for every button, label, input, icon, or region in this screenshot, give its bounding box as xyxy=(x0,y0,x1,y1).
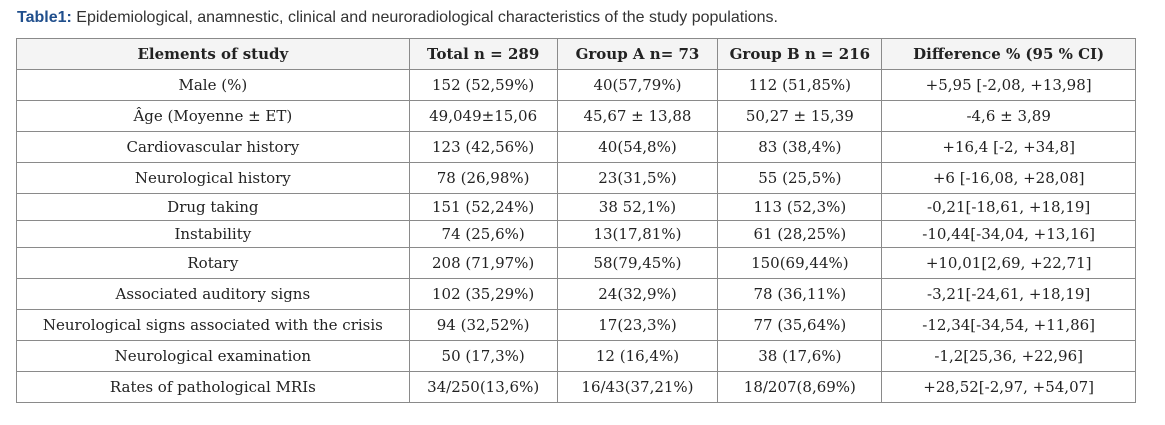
cell-difference: -12,34[-34,54, +11,86] xyxy=(881,309,1136,341)
cell-difference: +6 [-16,08, +28,08] xyxy=(881,162,1136,194)
table-row: Rotary 208 (71,97%) 58(79,45%) 150(69,44… xyxy=(16,247,1136,279)
row-label: Neurological signs associated with the c… xyxy=(16,309,410,341)
cell-group-a: 40(57,79%) xyxy=(556,69,719,101)
cell-difference: -4,6 ± 3,89 xyxy=(881,100,1136,132)
cell-difference: +28,52[-2,97, +54,07] xyxy=(881,371,1136,403)
row-label: Drug taking xyxy=(16,193,410,221)
cell-total: 49,049±15,06 xyxy=(408,100,558,132)
column-header-difference: Difference % (95 % CI) xyxy=(881,38,1136,70)
column-header-group-b: Group B n = 216 xyxy=(717,38,883,70)
cell-total: 94 (32,52%) xyxy=(408,309,558,341)
table-row: Âge (Moyenne ± ET) 49,049±15,06 45,67 ± … xyxy=(16,100,1136,132)
table-row: Instability 74 (25,6%) 13(17,81%) 61 (28… xyxy=(16,220,1136,248)
cell-difference: -3,21[-24,61, +18,19] xyxy=(881,278,1136,310)
cell-group-a: 24(32,9%) xyxy=(556,278,719,310)
table-caption: Table1: Epidemiological, anamnestic, cli… xyxy=(17,9,778,27)
row-label: Associated auditory signs xyxy=(16,278,410,310)
column-header-elements: Elements of study xyxy=(16,38,410,70)
row-label: Rates of pathological MRIs xyxy=(16,371,410,403)
table-caption-text: Epidemiological, anamnestic, clinical an… xyxy=(76,9,778,26)
cell-group-b: 55 (25,5%) xyxy=(717,162,883,194)
cell-group-b: 83 (38,4%) xyxy=(717,131,883,163)
cell-group-a: 23(31,5%) xyxy=(556,162,719,194)
table-header-row: Elements of study Total n = 289 Group A … xyxy=(16,38,1136,70)
row-label: Male (%) xyxy=(16,69,410,101)
cell-total: 208 (71,97%) xyxy=(408,247,558,279)
cell-group-a: 58(79,45%) xyxy=(556,247,719,279)
cell-total: 74 (25,6%) xyxy=(408,220,558,248)
cell-group-b: 61 (28,25%) xyxy=(717,220,883,248)
cell-group-b: 38 (17,6%) xyxy=(717,340,883,372)
cell-total: 123 (42,56%) xyxy=(408,131,558,163)
cell-total: 151 (52,24%) xyxy=(408,193,558,221)
table-row: Drug taking 151 (52,24%) 38 52,1%) 113 (… xyxy=(16,193,1136,221)
cell-group-b: 113 (52,3%) xyxy=(717,193,883,221)
cell-group-b: 18/207(8,69%) xyxy=(717,371,883,403)
row-label: Neurological examination xyxy=(16,340,410,372)
cell-total: 152 (52,59%) xyxy=(408,69,558,101)
cell-group-a: 38 52,1%) xyxy=(556,193,719,221)
column-header-group-a: Group A n= 73 xyxy=(556,38,719,70)
row-label: Rotary xyxy=(16,247,410,279)
cell-difference: -10,44[-34,04, +13,16] xyxy=(881,220,1136,248)
cell-group-a: 13(17,81%) xyxy=(556,220,719,248)
cell-group-a: 45,67 ± 13,88 xyxy=(556,100,719,132)
cell-group-b: 150(69,44%) xyxy=(717,247,883,279)
cell-total: 78 (26,98%) xyxy=(408,162,558,194)
table-row: Male (%) 152 (52,59%) 40(57,79%) 112 (51… xyxy=(16,69,1136,101)
cell-difference: +10,01[2,69, +22,71] xyxy=(881,247,1136,279)
table-row: Rates of pathological MRIs 34/250(13,6%)… xyxy=(16,371,1136,403)
characteristics-table: Elements of study Total n = 289 Group A … xyxy=(16,38,1136,403)
table-row: Neurological history 78 (26,98%) 23(31,5… xyxy=(16,162,1136,194)
cell-difference: -1,2[25,36, +22,96] xyxy=(881,340,1136,372)
cell-group-b: 78 (36,11%) xyxy=(717,278,883,310)
table-row: Associated auditory signs 102 (35,29%) 2… xyxy=(16,278,1136,310)
cell-total: 102 (35,29%) xyxy=(408,278,558,310)
row-label: Neurological history xyxy=(16,162,410,194)
row-label: Instability xyxy=(16,220,410,248)
cell-group-a: 40(54,8%) xyxy=(556,131,719,163)
cell-difference: -0,21[-18,61, +18,19] xyxy=(881,193,1136,221)
cell-difference: +16,4 [-2, +34,8] xyxy=(881,131,1136,163)
table-row: Neurological signs associated with the c… xyxy=(16,309,1136,341)
row-label: Cardiovascular history xyxy=(16,131,410,163)
cell-total: 34/250(13,6%) xyxy=(408,371,558,403)
column-header-total: Total n = 289 xyxy=(408,38,558,70)
cell-total: 50 (17,3%) xyxy=(408,340,558,372)
table-row: Neurological examination 50 (17,3%) 12 (… xyxy=(16,340,1136,372)
cell-difference: +5,95 [-2,08, +13,98] xyxy=(881,69,1136,101)
row-label: Âge (Moyenne ± ET) xyxy=(16,100,410,132)
cell-group-a: 12 (16,4%) xyxy=(556,340,719,372)
cell-group-b: 50,27 ± 15,39 xyxy=(717,100,883,132)
cell-group-a: 16/43(37,21%) xyxy=(556,371,719,403)
cell-group-b: 77 (35,64%) xyxy=(717,309,883,341)
table-caption-label: Table1: xyxy=(17,9,72,26)
cell-group-a: 17(23,3%) xyxy=(556,309,719,341)
cell-group-b: 112 (51,85%) xyxy=(717,69,883,101)
table-row: Cardiovascular history 123 (42,56%) 40(5… xyxy=(16,131,1136,163)
